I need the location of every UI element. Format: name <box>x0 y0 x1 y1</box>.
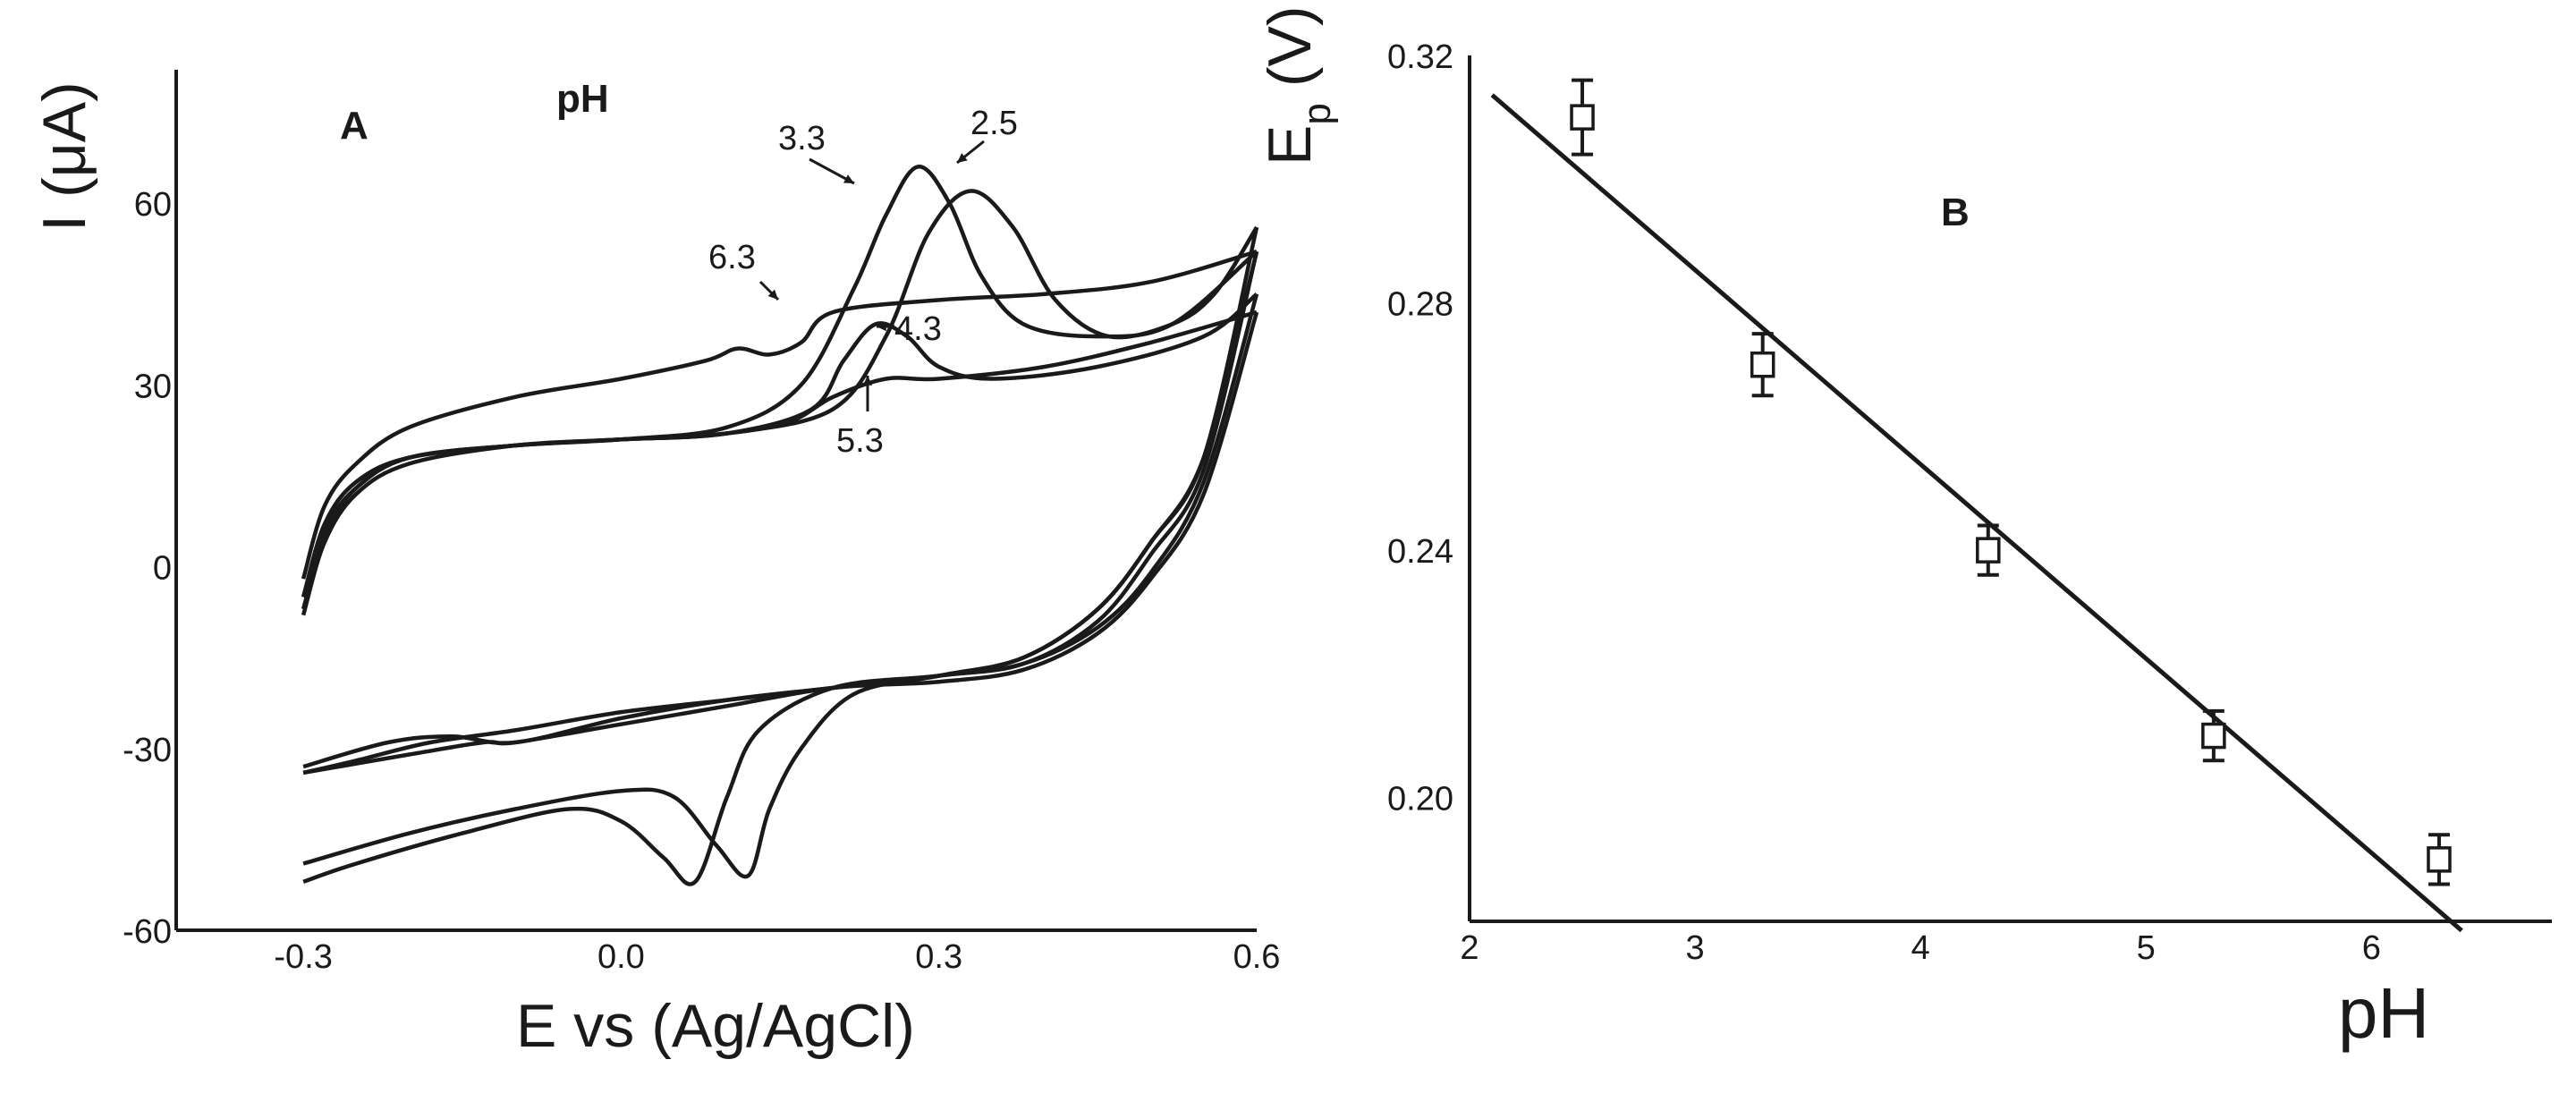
annotation-arrowhead <box>767 289 778 300</box>
cv-cathodic-sweep <box>302 311 1259 776</box>
fit-line <box>1490 93 2463 933</box>
panel-a-y-tick-label: 0 <box>153 550 172 588</box>
panel-a-legend-title: pH <box>556 77 609 121</box>
panel-a-x-tick-label: -0.3 <box>274 938 332 976</box>
panel-a-x-tick-label: 0.3 <box>915 938 962 976</box>
data-point <box>1976 523 2001 577</box>
panel-a-annotations: 3.3 2.5 6.3 4.3 5.3 <box>708 105 1018 460</box>
panel-b-x-tick-labels: 2 3 4 5 6 <box>1460 929 2380 967</box>
panel-b-x-axis-label: pH <box>2338 973 2429 1053</box>
panel-a-y-tick-label: -60 <box>123 913 172 951</box>
panel-b-y-tick-label: 0.28 <box>1387 286 1453 324</box>
panel-b-y-tick-labels: 0.32 0.28 0.24 0.20 <box>1387 38 1453 818</box>
panel-b-points <box>1570 78 2452 886</box>
cv-cathodic-sweep <box>302 250 1259 769</box>
panel-b-x-tick-label: 3 <box>1686 929 1705 967</box>
panel-a-chart: 60 30 0 -30 -60 -0.3 0.0 0.3 0.6 3.3 2.5 6.3 4.3 5.… <box>30 70 1280 1060</box>
cv-anodic-sweep <box>301 309 1258 598</box>
cv-cathodic-sweep <box>302 250 1259 886</box>
svg-text:Ep(V): Ep (V) <box>1256 6 1339 166</box>
panel-a-y-tick-label: 30 <box>134 368 172 405</box>
panel-b-y-axis-label-unit: (V) <box>1256 6 1324 88</box>
cv-series-ph-2-5 <box>301 189 1259 879</box>
square-marker <box>1750 351 1775 378</box>
panel-b-x-tick-label: 5 <box>2137 929 2156 967</box>
panel-a-x-tick-label: 0.0 <box>597 938 645 976</box>
cv-cathodic-sweep <box>302 226 1259 879</box>
panel-b-y-axis-label: Ep (V) <box>1256 6 1339 166</box>
panel-a-y-tick-label: -30 <box>123 732 172 769</box>
data-point <box>2427 833 2452 886</box>
panel-b-x-tick-label: 6 <box>2362 929 2381 967</box>
panel-b-label: B <box>1941 191 1970 234</box>
annotation-ph-5-3: 5.3 <box>836 376 884 460</box>
annotation-ph-2-5: 2.5 <box>956 105 1018 165</box>
square-marker <box>2201 722 2226 750</box>
annotation-ph-4-3: 4.3 <box>877 310 942 348</box>
annotation-ph-3-3: 3.3 <box>778 120 855 185</box>
panel-a-curves <box>301 165 1259 886</box>
panel-b-y-tick-label: 0.32 <box>1387 38 1453 76</box>
panel-b-y-axis-label-sub: p <box>1295 103 1339 124</box>
panel-b-y-axis-label-main: E <box>1256 125 1324 165</box>
cv-anodic-sweep <box>301 292 1258 598</box>
panel-a-y-axis-label: I (μA) <box>30 81 98 232</box>
annotation-label: 4.3 <box>894 310 942 348</box>
data-point <box>2201 708 2226 763</box>
panel-b-x-tick-label: 4 <box>1911 929 1930 967</box>
square-marker <box>1976 537 2001 564</box>
panel-a-x-tick-labels: -0.3 0.0 0.3 0.6 <box>274 938 1280 976</box>
panel-a-y-tick-labels: 60 30 0 -30 -60 <box>123 186 172 951</box>
panel-a-y-tick-label: 60 <box>134 186 172 224</box>
annotation-arrowhead <box>877 321 886 332</box>
cv-series-ph-3-3 <box>301 165 1259 886</box>
panel-b-chart: 0.32 0.28 0.24 0.20 2 3 4 5 6 B pH Ep (V) <box>1256 6 2552 1053</box>
annotation-arrowhead <box>843 174 854 183</box>
square-marker <box>1570 104 1595 131</box>
panel-b-y-tick-label: 0.24 <box>1387 533 1453 571</box>
annotation-label: 2.5 <box>970 105 1018 142</box>
square-marker <box>2427 846 2452 873</box>
cv-anodic-sweep <box>301 165 1258 610</box>
panel-b-fit <box>1490 93 2463 933</box>
cv-anodic-sweep <box>301 250 1258 580</box>
panel-a-x-axis-label: E vs (Ag/AgCl) <box>516 992 915 1060</box>
cv-cathodic-sweep <box>302 293 1259 776</box>
panel-b-y-tick-label: 0.20 <box>1387 781 1453 818</box>
cv-series-ph-5-3 <box>301 309 1259 776</box>
panel-a-label: A <box>340 104 369 148</box>
data-point <box>1750 332 1775 398</box>
annotation-label: 5.3 <box>836 422 884 460</box>
annotation-arrowhead <box>862 376 873 386</box>
cv-series-ph-6-3 <box>301 250 1259 769</box>
annotation-ph-6-3: 6.3 <box>708 239 780 301</box>
panel-a-x-tick-label: 0.6 <box>1233 938 1281 976</box>
annotation-arrowhead <box>957 153 968 163</box>
panel-b-x-tick-label: 2 <box>1460 929 1479 967</box>
data-point <box>1570 78 1595 157</box>
annotation-label: 3.3 <box>778 120 826 157</box>
annotation-label: 6.3 <box>708 239 756 276</box>
cv-series-ph-4-3 <box>301 292 1259 776</box>
